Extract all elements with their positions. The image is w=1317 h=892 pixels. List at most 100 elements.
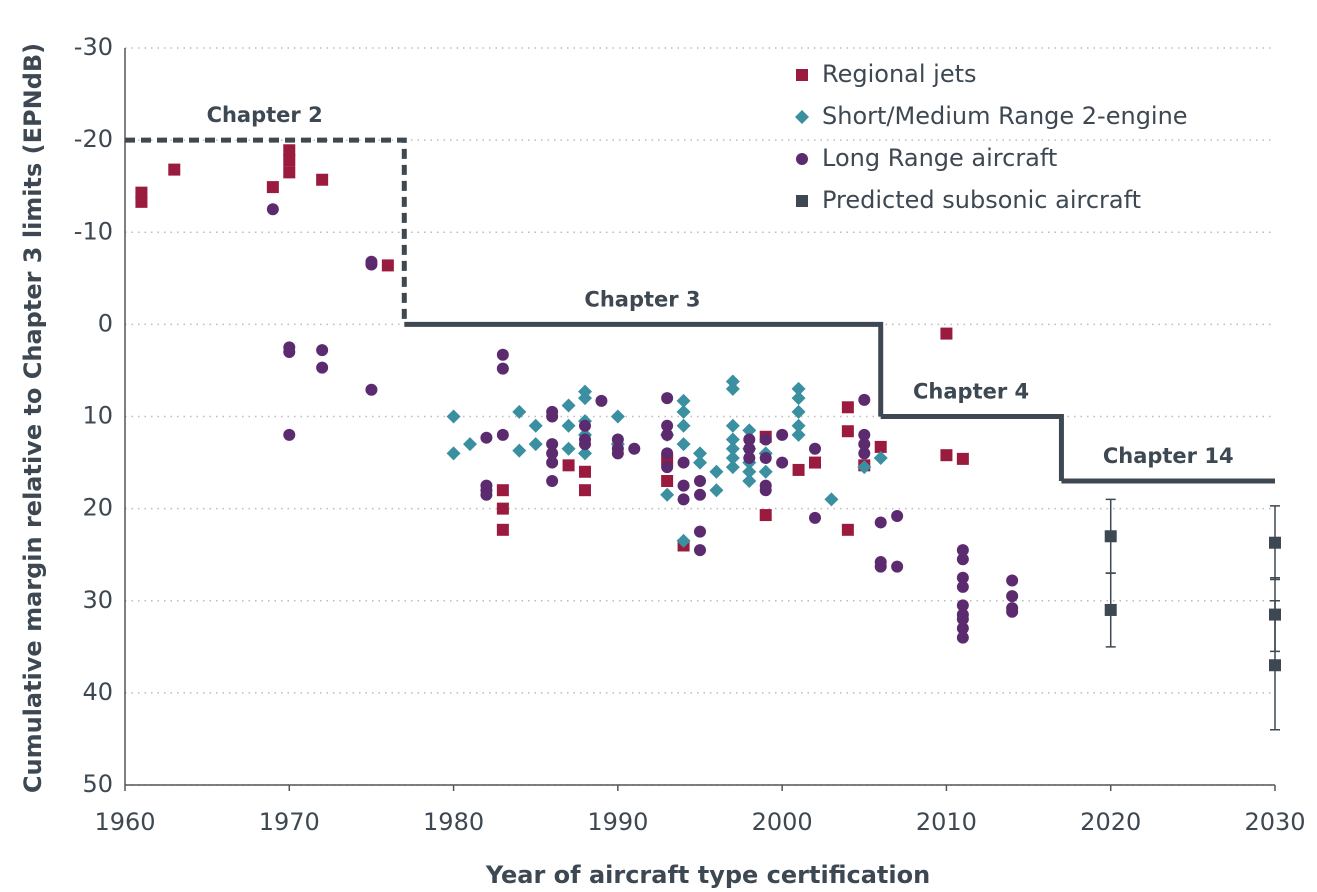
legend-label: Regional jets <box>822 60 977 88</box>
point <box>463 437 477 452</box>
point <box>858 447 871 460</box>
point <box>561 398 576 413</box>
point <box>791 381 806 396</box>
point <box>266 181 279 194</box>
point <box>743 451 756 464</box>
x-tick-label: 2030 <box>1244 808 1305 836</box>
point <box>561 441 576 456</box>
point <box>1269 536 1281 549</box>
point <box>1104 603 1117 616</box>
point <box>661 474 674 487</box>
point <box>266 203 279 216</box>
y-tick-label: -10 <box>74 217 113 245</box>
point <box>725 418 740 433</box>
point <box>956 631 969 644</box>
point <box>742 473 757 488</box>
legend-marker <box>795 110 809 124</box>
legend-label: Predicted subsonic aircraft <box>822 186 1141 214</box>
point <box>578 446 592 461</box>
point <box>168 163 181 176</box>
limit-line <box>880 414 1064 481</box>
point <box>546 410 559 423</box>
point <box>709 464 724 479</box>
point <box>809 511 821 524</box>
point <box>891 560 904 573</box>
point <box>628 442 641 455</box>
point <box>1104 530 1117 543</box>
x-tick-label: 1990 <box>587 808 648 836</box>
point <box>562 459 575 472</box>
point <box>725 441 740 456</box>
point <box>579 484 591 497</box>
point <box>661 461 674 474</box>
point <box>694 525 706 538</box>
y-tick-label: 20 <box>82 494 113 522</box>
point <box>694 488 706 501</box>
point <box>940 449 953 462</box>
point <box>677 479 690 492</box>
point <box>660 487 675 502</box>
point <box>546 438 559 451</box>
point <box>891 509 904 522</box>
point <box>858 428 871 441</box>
point <box>791 427 806 442</box>
point <box>858 438 871 451</box>
point <box>496 484 509 497</box>
limit-label: Chapter 14 <box>1103 444 1234 468</box>
point <box>693 455 707 470</box>
point <box>956 599 969 612</box>
legend-marker <box>796 69 808 81</box>
point <box>365 383 378 396</box>
point <box>446 446 461 461</box>
point <box>841 425 854 438</box>
point <box>496 523 509 536</box>
point <box>661 447 674 460</box>
point <box>742 464 757 479</box>
point <box>135 186 148 199</box>
x-tick-label: 1980 <box>423 808 484 836</box>
point <box>283 166 296 179</box>
point <box>677 456 690 469</box>
limit-label: Chapter 4 <box>913 380 1029 404</box>
point <box>661 392 674 405</box>
point <box>743 442 756 455</box>
point <box>791 404 806 419</box>
y-tick-label: -30 <box>74 33 113 61</box>
point <box>676 533 691 548</box>
point <box>791 391 806 406</box>
limit-line <box>404 321 884 417</box>
point <box>676 418 691 433</box>
point <box>1006 590 1019 603</box>
point <box>496 502 509 515</box>
point <box>381 259 394 272</box>
point <box>776 428 789 441</box>
point <box>824 492 839 507</box>
point <box>841 523 854 536</box>
point <box>135 195 148 208</box>
y-tick-label: 0 <box>98 309 113 337</box>
point <box>676 404 691 419</box>
point <box>365 255 378 268</box>
y-axis-label: Cumulative margin relative to Chapter 3 … <box>19 43 47 793</box>
point <box>809 456 821 469</box>
point <box>709 483 724 498</box>
point <box>956 580 969 593</box>
legend-marker <box>796 153 808 165</box>
point <box>809 442 821 455</box>
y-tick-label: 40 <box>82 678 113 706</box>
x-axis-label: Year of aircraft type certification <box>485 861 930 889</box>
point <box>480 431 493 444</box>
point <box>940 327 953 340</box>
point <box>841 401 854 414</box>
point <box>874 516 887 529</box>
y-tick-label: 50 <box>82 770 113 798</box>
point <box>725 460 740 475</box>
point <box>677 493 690 506</box>
point <box>874 560 887 573</box>
point <box>579 465 591 478</box>
point <box>759 451 772 464</box>
point <box>792 463 805 476</box>
point <box>1006 574 1019 587</box>
x-tick-label: 1960 <box>94 808 155 836</box>
